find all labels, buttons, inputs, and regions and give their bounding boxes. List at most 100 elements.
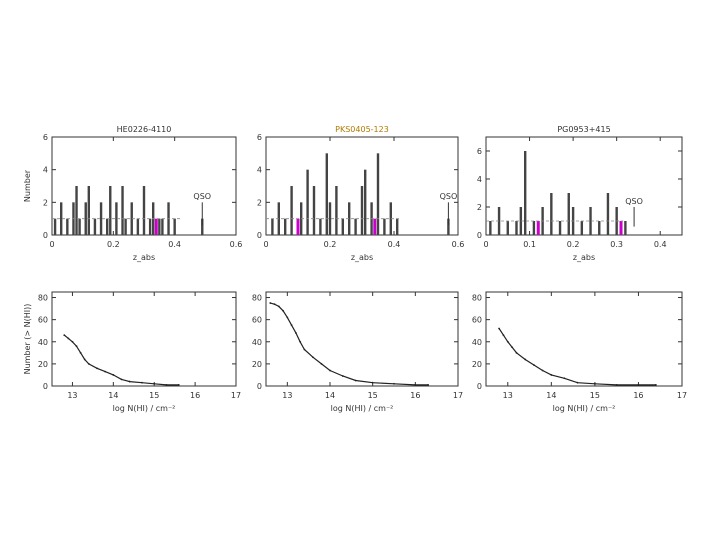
data-point bbox=[104, 370, 107, 373]
histogram-bar bbox=[325, 153, 328, 235]
x-axis-label: z_abs bbox=[133, 253, 155, 262]
histogram-bar bbox=[360, 186, 364, 235]
histogram-bar bbox=[312, 186, 316, 235]
histogram-bar bbox=[121, 186, 124, 235]
histogram-bar bbox=[598, 221, 601, 235]
histogram-bar bbox=[497, 207, 501, 235]
data-point bbox=[282, 309, 284, 312]
y-tick-label: 2 bbox=[477, 203, 482, 212]
histogram-bar bbox=[567, 193, 570, 235]
histogram-bar bbox=[53, 218, 57, 235]
x-axis-label: log N(HI) / cm⁻² bbox=[113, 404, 176, 413]
histogram-bar bbox=[319, 218, 322, 235]
histogram-bar bbox=[161, 218, 164, 235]
data-point bbox=[511, 346, 514, 349]
x-tick-label: 14 bbox=[325, 391, 335, 400]
y-tick-label: 20 bbox=[472, 360, 482, 369]
histogram-bar bbox=[373, 218, 377, 235]
x-tick-label: 13 bbox=[282, 391, 292, 400]
data-point bbox=[286, 316, 289, 319]
x-tick-label: 0.6 bbox=[452, 240, 465, 249]
data-point bbox=[312, 356, 314, 359]
histogram-bar bbox=[489, 221, 492, 235]
histogram-bar bbox=[124, 218, 127, 235]
data-point bbox=[269, 302, 272, 304]
histogram-bar bbox=[306, 169, 309, 235]
x-tick-label: 14 bbox=[546, 391, 556, 400]
y-tick-label: 80 bbox=[472, 294, 482, 303]
data-point bbox=[67, 337, 70, 340]
histogram-bar bbox=[284, 218, 287, 235]
histogram-bar bbox=[173, 218, 176, 235]
histogram-bar bbox=[130, 202, 133, 235]
y-tick-label: 6 bbox=[257, 133, 262, 142]
panel-6: 13 14 15 16 17 0 20 40 60 80 log N(HI) / cm⁻² bbox=[472, 291, 687, 413]
panel-3: 0 0.1 0.2 0.3 0.4 0 2 4 6 PG0953+415 z_abs QSO bbox=[477, 125, 683, 262]
data-point bbox=[75, 345, 78, 348]
histogram-bar bbox=[87, 186, 90, 235]
data-point bbox=[563, 377, 566, 380]
panel-title: PKS0405-123 bbox=[335, 125, 389, 134]
histogram-bar bbox=[148, 218, 152, 235]
data-point bbox=[120, 378, 123, 381]
histogram-bar bbox=[389, 202, 392, 235]
histogram-bar bbox=[75, 186, 78, 235]
histogram-bar bbox=[515, 221, 518, 235]
data-point bbox=[533, 364, 535, 366]
data-point bbox=[615, 383, 618, 386]
histogram-bar bbox=[341, 218, 344, 235]
data-point bbox=[320, 362, 323, 365]
data-point bbox=[515, 351, 518, 354]
histogram-bar bbox=[348, 202, 351, 235]
panel-2: 0 0.2 0.4 0.6 0 2 4 6 PKS0405-123 z_abs QSO bbox=[257, 125, 464, 262]
histogram-bar bbox=[93, 218, 97, 235]
histogram-bar bbox=[296, 218, 300, 235]
y-tick-label: 4 bbox=[477, 175, 482, 184]
histogram-bar bbox=[60, 202, 63, 235]
y-tick-label: 60 bbox=[472, 316, 482, 325]
panel-4: 13 14 15 16 17 0 20 40 60 80 log N(HI) / cm⁻² Numbe… bbox=[23, 291, 241, 413]
histogram-bar bbox=[447, 218, 450, 235]
data-point bbox=[153, 382, 156, 385]
data-point bbox=[83, 358, 86, 361]
y-tick-label: 0 bbox=[257, 382, 262, 391]
x-tick-label: 0.2 bbox=[107, 240, 120, 249]
histogram-bar bbox=[109, 186, 112, 235]
y-tick-label: 40 bbox=[252, 338, 262, 347]
histogram-bar bbox=[524, 151, 527, 235]
data-point bbox=[299, 340, 302, 343]
panel-5: 13 14 15 16 17 0 20 40 60 80 log N(HI) / cm⁻² bbox=[252, 291, 463, 413]
x-tick-label: 16 bbox=[410, 391, 420, 400]
data-point bbox=[524, 358, 527, 361]
data-point bbox=[393, 382, 395, 385]
y-tick-label: 20 bbox=[252, 360, 262, 369]
y-tick-label: 0 bbox=[257, 231, 262, 240]
y-tick-label: 6 bbox=[477, 147, 482, 156]
histogram-bar bbox=[364, 169, 367, 235]
histogram-bar bbox=[606, 193, 610, 235]
plot-frame bbox=[485, 291, 683, 387]
y-tick-label: 6 bbox=[43, 133, 48, 142]
panel-1: 0 0.2 0.4 0.6 0 2 4 6 HE0226-4110 z_abs Number QSO bbox=[23, 125, 242, 262]
data-point bbox=[79, 351, 82, 354]
histogram-bar bbox=[376, 153, 380, 235]
x-axis-label: log N(HI) / cm⁻² bbox=[331, 404, 394, 413]
x-tick-label: 0.2 bbox=[324, 240, 337, 249]
histogram-bar bbox=[158, 218, 161, 235]
histogram-bar bbox=[536, 221, 540, 235]
histogram-bar bbox=[506, 221, 509, 235]
y-tick-label: 60 bbox=[252, 316, 262, 325]
histogram-bar bbox=[115, 202, 118, 235]
y-tick-label: 40 bbox=[38, 338, 48, 347]
histogram-bar bbox=[550, 193, 553, 235]
x-tick-label: 0.2 bbox=[567, 240, 580, 249]
data-point bbox=[593, 382, 596, 385]
data-point bbox=[277, 305, 280, 308]
plot-frame bbox=[51, 291, 237, 387]
histogram-bar bbox=[558, 221, 562, 235]
data-point bbox=[371, 381, 374, 384]
panel-title: PG0953+415 bbox=[557, 125, 610, 134]
x-axis-label: log N(HI) / cm⁻² bbox=[553, 404, 616, 413]
data-point bbox=[427, 383, 430, 386]
x-tick-label: 0.6 bbox=[230, 240, 243, 249]
